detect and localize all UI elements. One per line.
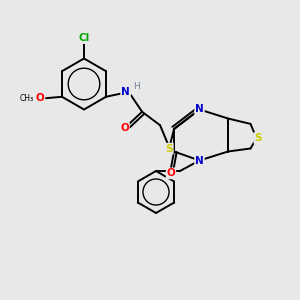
Text: O: O — [120, 123, 129, 133]
Text: N: N — [195, 104, 204, 115]
Text: N: N — [195, 155, 204, 166]
Text: O: O — [167, 168, 176, 178]
Text: S: S — [254, 133, 262, 143]
Text: S: S — [165, 144, 173, 154]
Text: H: H — [134, 82, 140, 91]
Text: Cl: Cl — [78, 33, 90, 43]
Text: O: O — [36, 93, 44, 103]
Text: N: N — [121, 87, 130, 97]
Text: CH₃: CH₃ — [20, 94, 34, 103]
